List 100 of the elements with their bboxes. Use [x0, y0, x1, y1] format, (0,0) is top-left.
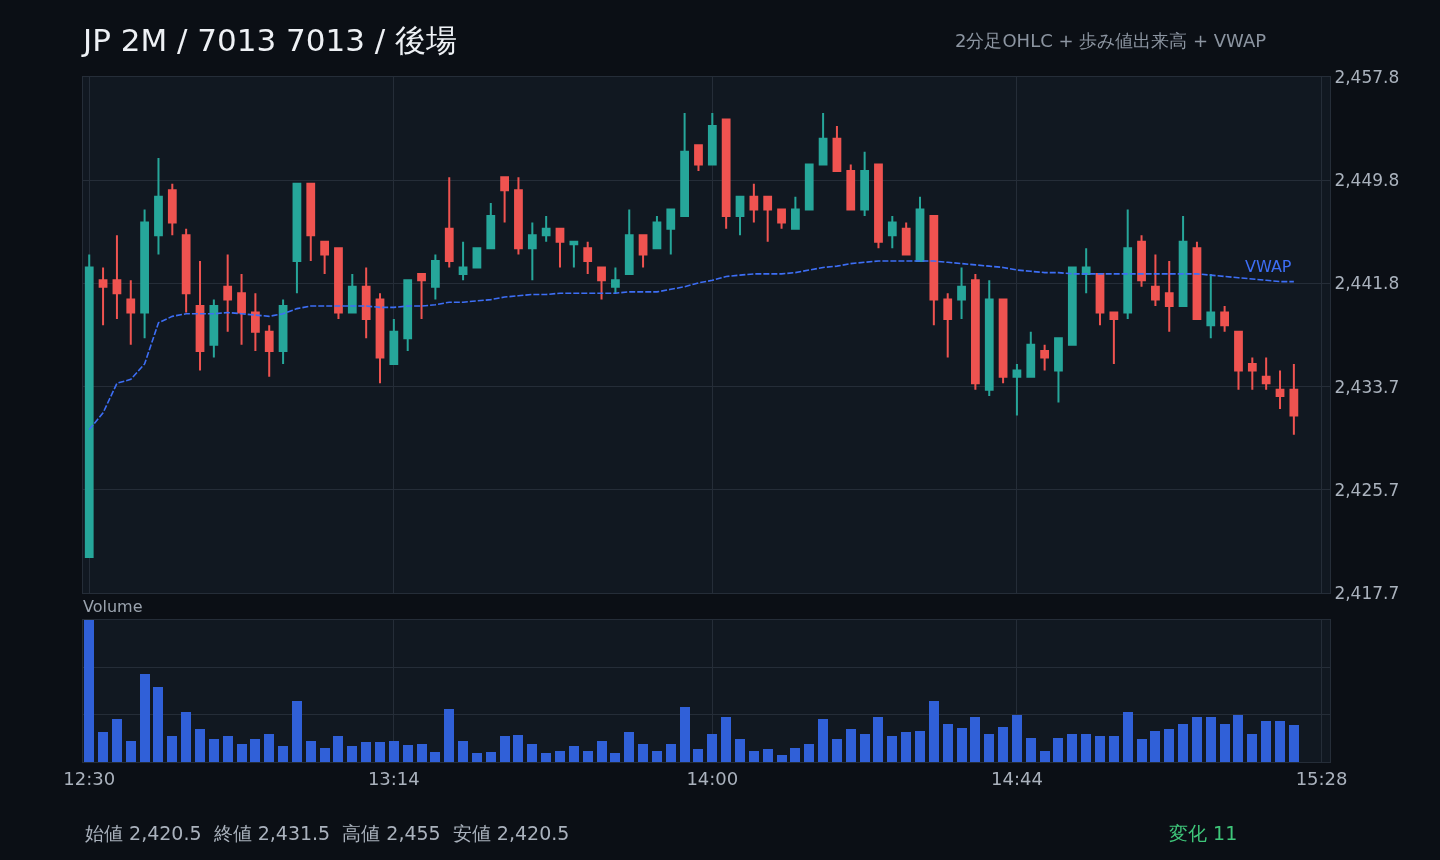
candlestick — [347, 272, 357, 314]
candlestick — [638, 234, 648, 269]
candlestick — [430, 253, 440, 301]
candlestick — [1192, 240, 1202, 320]
bar — [1164, 729, 1175, 762]
candlestick — [680, 112, 689, 217]
candlestick — [832, 124, 842, 172]
bar — [195, 729, 206, 762]
candlestick — [1275, 369, 1285, 410]
candlestick — [624, 208, 634, 275]
candlestick — [1289, 362, 1299, 436]
bar — [651, 750, 662, 762]
candlestick — [140, 208, 149, 340]
bar — [831, 739, 842, 762]
text: 変化 11 — [1169, 822, 1238, 844]
bar — [873, 716, 884, 762]
candlestick — [1164, 260, 1174, 333]
bar — [693, 749, 704, 762]
candlestick — [1234, 330, 1243, 391]
candlestick — [1040, 343, 1050, 372]
bar — [388, 740, 399, 762]
candlestick — [444, 176, 454, 269]
bar — [901, 732, 912, 762]
candlestick — [846, 163, 856, 211]
y-tick-label: 2,457.8 — [1334, 66, 1400, 87]
bar — [1011, 715, 1022, 762]
bar — [1108, 736, 1119, 762]
candlestick — [1220, 305, 1229, 333]
candlestick — [569, 240, 579, 269]
bar — [776, 754, 787, 762]
bar — [1081, 733, 1092, 762]
candlestick — [514, 176, 523, 256]
bar — [513, 735, 524, 762]
bar — [347, 746, 358, 762]
bar — [153, 686, 164, 762]
bar — [402, 744, 413, 762]
x-tick-label: 13:14 — [367, 767, 420, 789]
bar — [98, 732, 109, 762]
bar — [1288, 725, 1299, 762]
bar — [208, 739, 219, 762]
candlestick — [791, 195, 800, 230]
candlestick — [707, 112, 717, 166]
bar — [665, 743, 676, 762]
bar — [1178, 723, 1189, 762]
candlestick — [1123, 208, 1133, 320]
candlestick — [901, 221, 911, 256]
candlestick — [527, 221, 537, 282]
bar — [1247, 733, 1258, 762]
bar — [111, 719, 122, 762]
candlestick — [209, 298, 219, 359]
bar — [887, 736, 898, 762]
bar — [444, 709, 455, 762]
candlestick — [195, 260, 205, 372]
bar — [305, 740, 316, 762]
candlestick — [1012, 362, 1022, 417]
candlestick — [500, 176, 510, 224]
bar — [818, 719, 829, 762]
line-series — [88, 260, 1295, 431]
candlestick — [804, 163, 814, 211]
bar — [582, 750, 593, 762]
bar — [804, 743, 815, 762]
candlestick — [154, 157, 163, 256]
candlestick — [237, 272, 246, 346]
bar — [1233, 715, 1244, 762]
bar — [333, 736, 344, 762]
y-tick-label: 2,425.7 — [1334, 479, 1400, 500]
bar — [167, 736, 178, 762]
candlestick — [541, 214, 551, 243]
bar — [942, 723, 953, 762]
bar — [762, 749, 773, 762]
bar — [610, 753, 621, 762]
bar — [1053, 737, 1064, 762]
candlestick — [306, 182, 316, 263]
y-tick-label: 2,441.8 — [1334, 273, 1400, 294]
bar — [291, 700, 302, 762]
candlestick — [320, 240, 330, 275]
candlestick — [1261, 356, 1271, 391]
candlestick — [98, 266, 108, 327]
bar — [1275, 720, 1286, 762]
candlestick — [292, 182, 302, 295]
candlestick — [666, 208, 676, 256]
chart-subtitle: 2分足OHLC + 歩み値出来高 + VWAP — [955, 30, 1267, 51]
bar — [1095, 736, 1105, 762]
candlestick — [984, 279, 994, 398]
candlestick — [1137, 234, 1146, 288]
candlestick — [403, 279, 413, 353]
bar — [721, 716, 732, 762]
bar — [84, 620, 95, 762]
candlestick — [1081, 247, 1091, 295]
bar — [527, 743, 538, 762]
bar — [928, 700, 939, 762]
bar — [1025, 737, 1036, 762]
candlestick — [860, 150, 870, 217]
candlestick — [126, 279, 136, 346]
candlestick — [223, 253, 233, 333]
bar — [1067, 733, 1078, 762]
bar — [139, 673, 150, 762]
candlestick — [486, 202, 496, 250]
bar — [707, 733, 718, 762]
candlestick — [1178, 214, 1188, 308]
